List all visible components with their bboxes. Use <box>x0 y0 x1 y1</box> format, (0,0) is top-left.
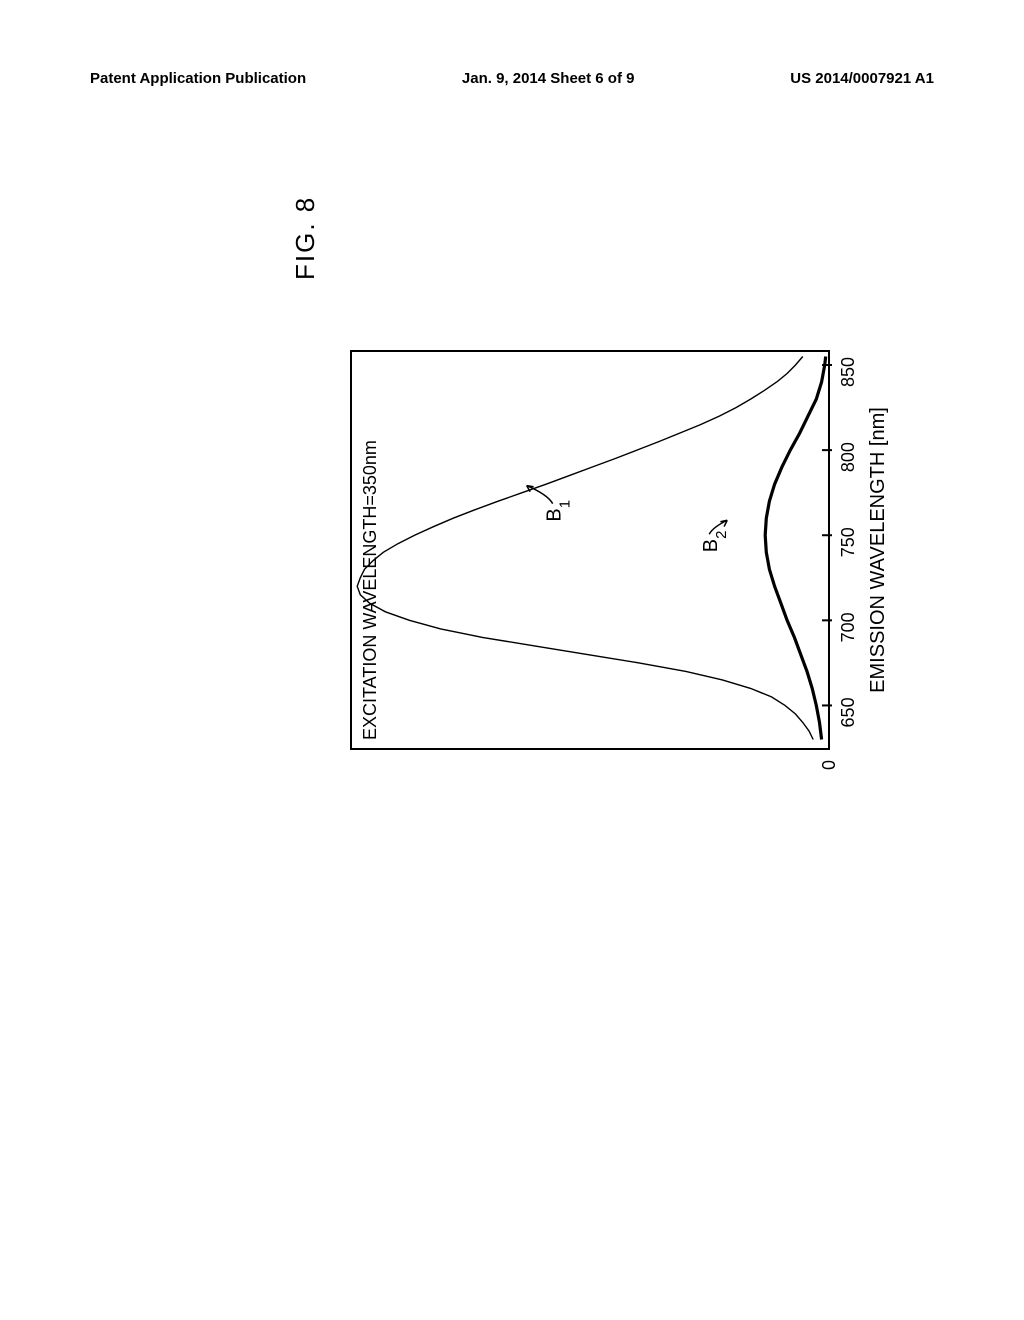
chart-frame: EXCITATION WAVELENGTH=350nm B1B2 <box>350 350 830 750</box>
series-B1 <box>357 357 813 740</box>
series-label-B1: B1 <box>544 500 574 522</box>
series-label-B2: B2 <box>700 531 730 553</box>
y-origin-label: 0 <box>819 760 840 770</box>
chart-svg: B1 B2 <box>352 348 832 748</box>
page-header: Patent Application Publication Jan. 9, 2… <box>0 0 1024 87</box>
header-right: US 2014/0007921 A1 <box>790 70 934 87</box>
figure-8: FIG. 8 EXCITATION WAVELENGTH=350nm B1B2 … <box>240 280 840 1000</box>
figure-title: FIG. 8 <box>290 196 321 280</box>
x-axis-title: EMISSION WAVELENGTH [nm] <box>867 350 890 750</box>
x-tick-label: 700 <box>838 612 859 642</box>
series-B2 <box>765 357 826 740</box>
x-tick-label: 650 <box>838 697 859 727</box>
x-tick-label: 850 <box>838 357 859 387</box>
x-tick-label: 750 <box>838 527 859 557</box>
header-left: Patent Application Publication <box>90 70 306 87</box>
header-center: Jan. 9, 2014 Sheet 6 of 9 <box>462 70 635 87</box>
chart-region: EXCITATION WAVELENGTH=350nm B1B2 6507007… <box>350 350 830 750</box>
x-tick-label: 800 <box>838 442 859 472</box>
